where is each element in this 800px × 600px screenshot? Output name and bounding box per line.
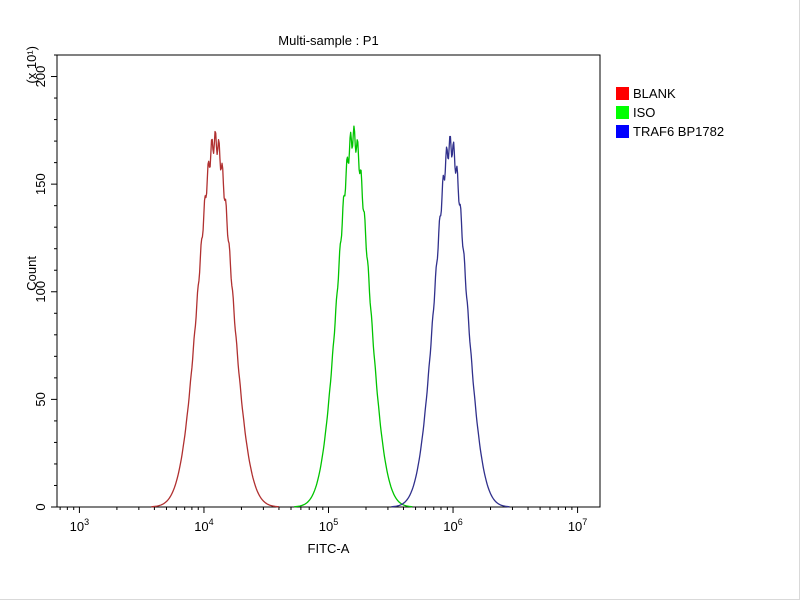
curve-traf6-bp1782 bbox=[391, 135, 510, 508]
x-tick-label: 106 bbox=[443, 517, 462, 534]
x-tick-label: 104 bbox=[194, 517, 213, 534]
legend-item: BLANK bbox=[616, 86, 724, 101]
y-tick-label: 200 bbox=[33, 66, 48, 88]
x-axis-label: FITC-A bbox=[307, 541, 350, 556]
legend-label: TRAF6 BP1782 bbox=[633, 124, 725, 139]
x-tick-label: 105 bbox=[319, 517, 338, 534]
y-tick-label: 100 bbox=[33, 281, 48, 303]
plot-frame bbox=[56, 54, 601, 508]
chart-title: Multi-sample : P1 bbox=[278, 33, 379, 48]
y-tick-label: 150 bbox=[33, 173, 48, 195]
legend-label: ISO bbox=[633, 105, 656, 120]
legend-label: BLANK bbox=[633, 86, 676, 101]
legend-swatch bbox=[616, 87, 629, 100]
x-tick-label: 103 bbox=[70, 517, 89, 534]
y-tick-label: 0 bbox=[33, 503, 48, 510]
legend-item: TRAF6 BP1782 bbox=[616, 124, 724, 139]
curve-blank bbox=[151, 130, 279, 508]
legend-item: ISO bbox=[616, 105, 724, 120]
x-tick-label: 107 bbox=[568, 517, 587, 534]
legend: BLANK ISO TRAF6 BP1782 bbox=[616, 86, 724, 143]
y-tick-label: 50 bbox=[33, 392, 48, 406]
curve-iso bbox=[294, 125, 413, 508]
legend-swatch bbox=[616, 125, 629, 138]
legend-swatch bbox=[616, 106, 629, 119]
